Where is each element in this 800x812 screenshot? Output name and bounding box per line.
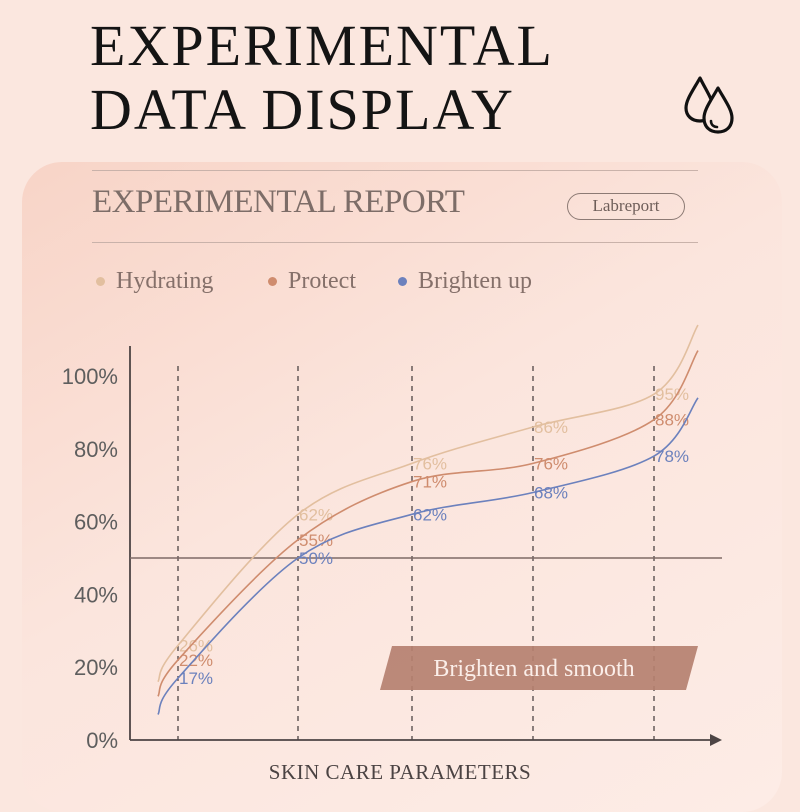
labreport-badge: Labreport	[567, 193, 685, 220]
legend-item-hydrating: Hydrating	[96, 268, 213, 295]
y-tick-label: 0%	[86, 728, 118, 753]
data-label: 50%	[299, 549, 333, 568]
data-label: 26%	[179, 636, 213, 655]
divider-bottom	[92, 242, 698, 243]
series-line-protect	[157, 350, 699, 697]
x-axis-arrow	[710, 734, 722, 746]
legend-item-protect: Protect	[268, 268, 356, 295]
series-line-brighten-up	[157, 397, 699, 715]
data-label: 95%	[655, 385, 689, 404]
report-card	[22, 162, 782, 812]
title-line-1: EXPERIMENTAL	[90, 13, 554, 78]
y-tick-label: 60%	[74, 510, 118, 535]
data-label: 76%	[413, 454, 447, 473]
legend-swatch-brighten	[398, 277, 407, 286]
data-label: 76%	[534, 454, 568, 473]
page-title: EXPERIMENTAL DATA DISPLAY	[90, 14, 554, 142]
legend-swatch-hydrating	[96, 277, 105, 286]
data-label: 17%	[179, 669, 213, 688]
data-label: 71%	[413, 473, 447, 492]
y-tick-label: 100%	[62, 364, 118, 389]
data-label: 22%	[179, 651, 213, 670]
legend-label-protect: Protect	[288, 268, 356, 294]
annotation-banner	[380, 646, 698, 690]
y-tick-label: 80%	[74, 437, 118, 462]
report-title: EXPERIMENTAL REPORT	[92, 184, 465, 220]
title-line-2: DATA DISPLAY	[90, 77, 515, 142]
legend-label-hydrating: Hydrating	[116, 268, 214, 294]
series-line-hydrating	[157, 324, 699, 683]
data-label: 62%	[413, 505, 447, 524]
y-tick-label: 40%	[74, 582, 118, 607]
data-label: 55%	[299, 531, 333, 550]
data-label: 68%	[534, 483, 568, 502]
y-tick-label: 20%	[74, 655, 118, 680]
annotation-text: Brighten and smooth	[433, 656, 634, 682]
legend-swatch-protect	[268, 277, 277, 286]
data-label: 86%	[534, 418, 568, 437]
data-label: 62%	[299, 505, 333, 524]
legend-item-brighten: Brighten up	[398, 268, 532, 295]
data-label: 78%	[655, 447, 689, 466]
legend-label-brighten: Brighten up	[418, 268, 532, 294]
x-axis-label: SKIN CARE PARAMETERS	[268, 760, 532, 784]
divider-top	[92, 170, 698, 171]
water-drops-icon	[684, 76, 734, 134]
data-label: 88%	[655, 411, 689, 430]
